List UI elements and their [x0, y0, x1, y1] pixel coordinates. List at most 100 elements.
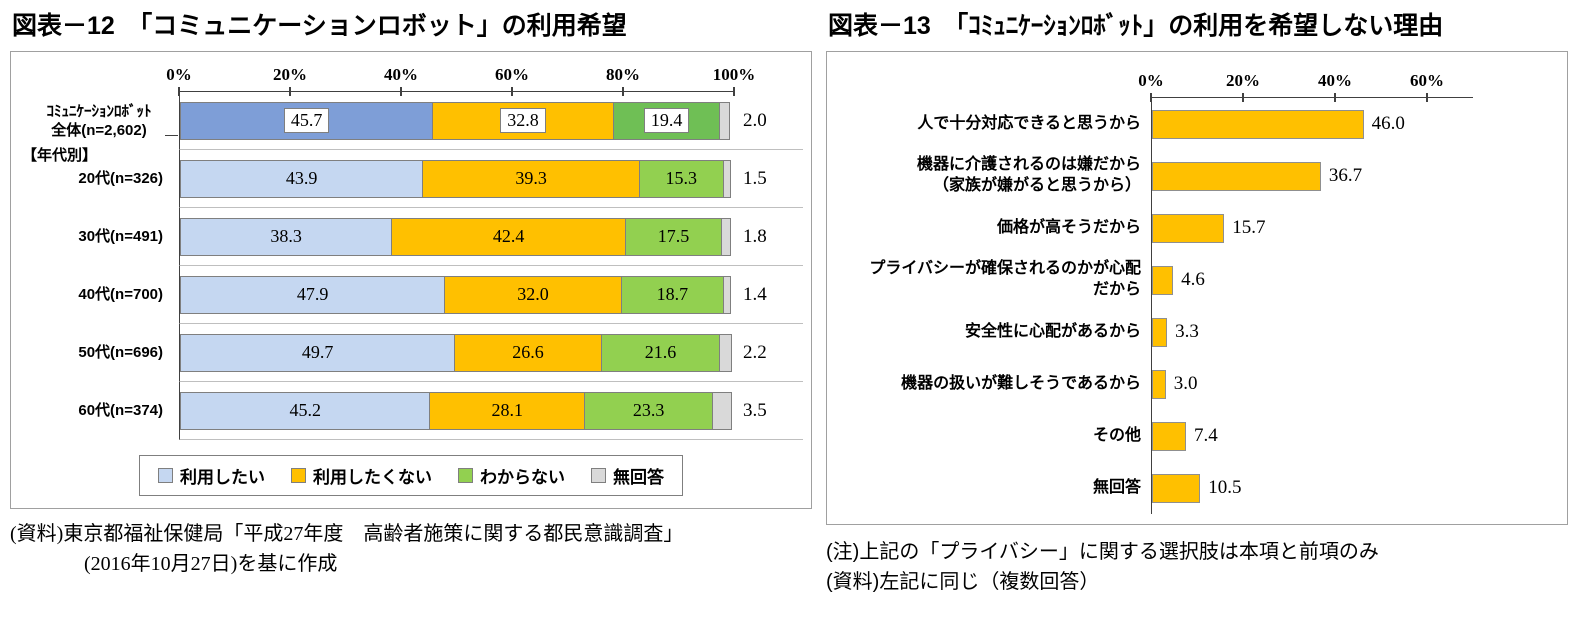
category-label: その他	[833, 410, 1151, 462]
bar-value-label: 15.7	[1232, 217, 1266, 238]
chart13-row: 価格が高そうだから 15.7	[833, 202, 1561, 254]
chart12-plot-cell: 45.7 32.8 19.4	[179, 92, 734, 150]
no-answer-value-label: 2.2	[734, 324, 803, 382]
x-tick-label: 60%	[1410, 71, 1444, 90]
legend-swatch-icon	[591, 468, 606, 483]
category-label: 50代(n=696)	[19, 324, 179, 382]
x-tick-mark	[400, 87, 402, 96]
bar	[1152, 161, 1321, 191]
bar-segment-無回答	[712, 391, 732, 430]
stacked-bar: 47.9 32.0 18.7	[180, 275, 734, 314]
bar-segment-無回答	[719, 333, 732, 372]
x-tick-label: 0%	[1138, 71, 1164, 90]
stacked-bar: 43.9 39.3 15.3	[180, 159, 734, 198]
category-label-line: 60代(n=374)	[78, 402, 163, 420]
x-tick-mark	[511, 87, 513, 96]
bar-segment-利用したくない: 32.8	[432, 101, 614, 140]
bar-value-label: 26.6	[512, 342, 544, 362]
bar-segment-利用したい: 43.9	[180, 159, 424, 198]
bar	[1152, 265, 1174, 295]
bar	[1152, 421, 1187, 451]
legend-label: 利用したい	[180, 468, 265, 487]
x-tick-mark	[1150, 93, 1152, 102]
legend-swatch-icon	[291, 468, 306, 483]
bar-value-label: 3.3	[1175, 321, 1199, 342]
chart12-row: ｺﾐｭﾆｹｰｼｮﾝﾛﾎﾞｯﾄ 全体(n=2,602) 45.7 32.8 19.4 2.0	[19, 92, 803, 150]
category-label-line: （家族が嫌がると思うから）	[932, 177, 1141, 194]
category-label: 機器の扱いが難しそうであるから	[833, 358, 1151, 410]
figure13-x-axis-scale: 0% 20% 40% 60%	[1138, 64, 1473, 102]
category-label: 30代(n=491)	[19, 208, 179, 266]
note-line-2: (資料)左記に同じ（複数回答）	[826, 571, 1100, 593]
bar-value-label: 36.7	[1328, 165, 1363, 186]
bar	[1152, 109, 1364, 139]
figure13-notes: (注)上記の「プライバシー」に関する選択肢は本項と前項のみ (資料)左記に同じ（…	[826, 537, 1568, 597]
source-line-1: (資料)東京都福祉保健局「平成27年度 高齢者施策に関する都民意識調査」	[10, 523, 684, 545]
chart13-plot-cell: 7.4	[1151, 410, 1561, 462]
bar-segment-わからない: 23.3	[584, 391, 714, 430]
figure12-title: 図表－12 「コミュニケーションロボット」の利用希望	[12, 12, 627, 40]
x-tick-mark	[1242, 93, 1244, 102]
bar-segment-わからない: 19.4	[612, 101, 721, 140]
category-label: プライバシーが確保されるのかが心配 だから	[833, 254, 1151, 306]
stacked-bar: 45.7 32.8 19.4	[180, 101, 734, 140]
no-answer-value-label: 1.4	[734, 266, 803, 324]
figure13-x-axis-cell: 0% 20% 40% 60%	[1138, 64, 1561, 102]
bar-value-label: 3.0	[1173, 373, 1198, 394]
category-label: 価格が高そうだから	[833, 202, 1151, 254]
figure13-panel: 図表－13 「ｺﾐｭﾆｹｰｼｮﾝﾛﾎﾞｯﾄ」の利用を希望しない理由 0% 20% 4…	[826, 4, 1568, 597]
category-label: 20代(n=326)	[19, 150, 179, 208]
legend-item-無回答: 無回答	[591, 463, 664, 488]
chart13-row: 機器の扱いが難しそうであるから 3.0	[833, 358, 1561, 410]
figure12-chart: 0% 20% 40% 60% 80% 100% ｺﾐｭﾆｹｰｼｮﾝﾛﾎﾞｯﾄ 全体(n=2,…	[10, 51, 812, 509]
bar	[1152, 369, 1166, 399]
bar	[1152, 473, 1201, 503]
bar-value-label: 19.4	[643, 108, 690, 133]
category-label-line: 50代(n=696)	[78, 344, 163, 362]
category-label-line: 機器に介護されるのは嫌だから	[916, 156, 1141, 174]
bar-value-label: 7.4	[1194, 425, 1218, 446]
category-label-line: ｺﾐｭﾆｹｰｼｮﾝﾛﾎﾞｯﾄ	[46, 102, 152, 120]
bar-value-label: 32.8	[500, 108, 546, 133]
chart13-row: 無回答 10.5	[833, 462, 1561, 514]
x-tick-mark	[1426, 93, 1428, 102]
chart13-row: プライバシーが確保されるのかが心配 だから 4.6	[833, 254, 1561, 306]
x-tick-mark	[1334, 93, 1336, 102]
bar-segment-利用したい: 45.7	[180, 101, 434, 140]
category-label-line: その他	[1092, 426, 1141, 444]
figure12-legend-wrap: 利用したい 利用したくない わからない 無回答	[19, 455, 803, 496]
axis-spacer	[19, 62, 179, 92]
category-label: 人で十分対応できると思うから	[833, 98, 1151, 150]
chart12-plot-cell: 49.7 26.6 21.6	[179, 324, 734, 382]
bar-value-label: 49.7	[301, 342, 334, 362]
category-label-line: 無回答	[1092, 478, 1141, 496]
bar-segment-利用したい: 49.7	[180, 333, 456, 372]
chart13-plot-cell: 15.7	[1151, 202, 1561, 254]
category-label-line: 全体(n=2,602)	[51, 122, 147, 139]
bar-value-label: 32.0	[517, 284, 549, 304]
category-label: 40代(n=700)	[19, 266, 179, 324]
legend-item-利用したい: 利用したい	[158, 463, 265, 488]
chart12-row: 40代(n=700) 47.9 32.0 18.7 1.4	[19, 266, 803, 324]
x-tick-label: 20%	[1226, 71, 1260, 90]
chart13-plot-cell: 3.3	[1151, 306, 1561, 358]
bar-segment-利用したい: 45.2	[180, 391, 431, 430]
bar-segment-無回答	[719, 101, 731, 140]
bar-segment-わからない: 18.7	[620, 275, 725, 314]
bar	[1152, 213, 1225, 243]
chart13-row: 人で十分対応できると思うから 46.0	[833, 98, 1561, 150]
x-tick-mark	[178, 87, 180, 96]
bar-value-label: 39.3	[515, 168, 547, 188]
figure12-x-axis-scale: 0% 20% 40% 60% 80% 100%	[166, 62, 755, 96]
bar-value-label: 17.5	[657, 226, 690, 246]
bar-segment-無回答	[723, 275, 731, 314]
chart13-row: 安全性に心配があるから 3.3	[833, 306, 1561, 358]
bar-segment-利用したくない: 42.4	[391, 217, 627, 256]
figure13-bar-rows: 人で十分対応できると思うから 46.0 機器に介護されるのは嫌だから （家族が嫌がると…	[833, 98, 1561, 514]
bar-value-label: 45.7	[283, 108, 330, 133]
x-tick-label: 40%	[1318, 71, 1352, 90]
chart13-plot-cell: 3.0	[1151, 358, 1561, 410]
category-label-line: 40代(n=700)	[78, 286, 163, 304]
note-line-1: (注)上記の「プライバシー」に関する選択肢は本項と前項のみ	[826, 541, 1379, 563]
figure13-title: 図表－13 「ｺﾐｭﾆｹｰｼｮﾝﾛﾎﾞｯﾄ」の利用を希望しない理由	[828, 12, 1444, 40]
